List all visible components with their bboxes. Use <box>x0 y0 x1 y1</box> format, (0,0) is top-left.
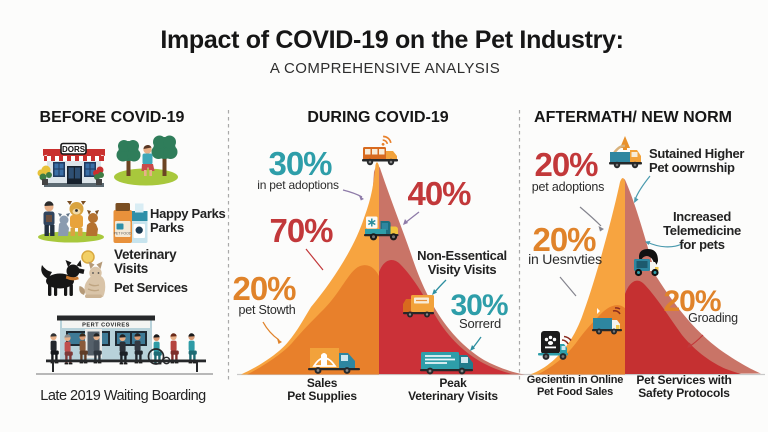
svg-text:PERT COVIRES: PERT COVIRES <box>82 323 130 329</box>
svg-text:DORS: DORS <box>62 145 86 154</box>
svg-text:PET FOOD: PET FOOD <box>114 232 132 236</box>
